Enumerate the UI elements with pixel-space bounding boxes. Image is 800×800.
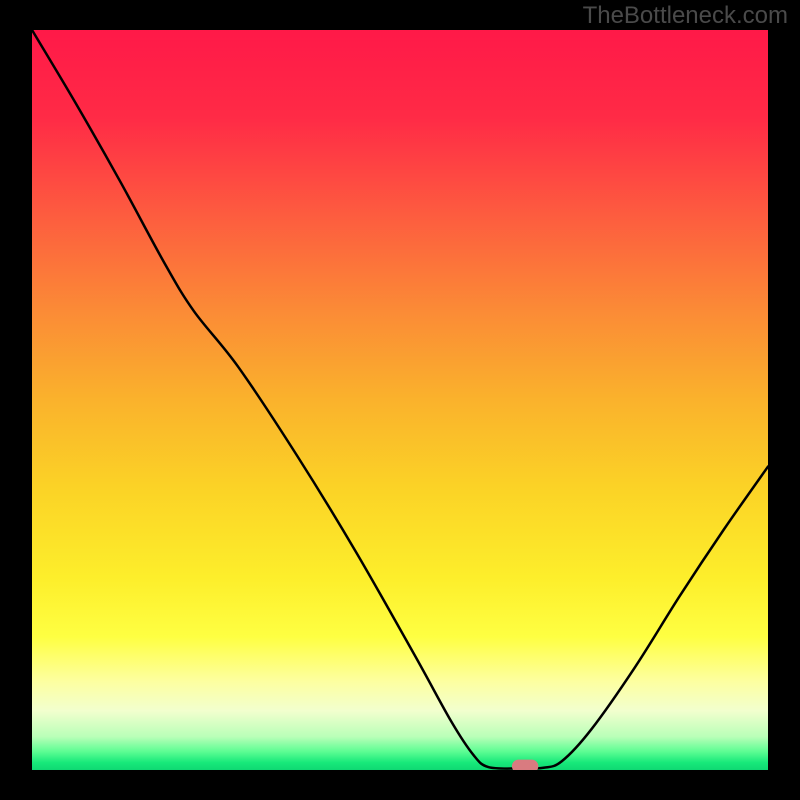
frame-right (768, 0, 800, 800)
chart-container: TheBottleneck.com (0, 0, 800, 800)
plot-area (32, 30, 768, 770)
frame-bottom (0, 770, 800, 800)
attribution-label: TheBottleneck.com (583, 2, 788, 30)
frame-left (0, 0, 32, 800)
bottleneck-marker (512, 760, 538, 770)
bottleneck-curve-svg (32, 30, 768, 770)
bottleneck-curve-path (32, 30, 768, 769)
